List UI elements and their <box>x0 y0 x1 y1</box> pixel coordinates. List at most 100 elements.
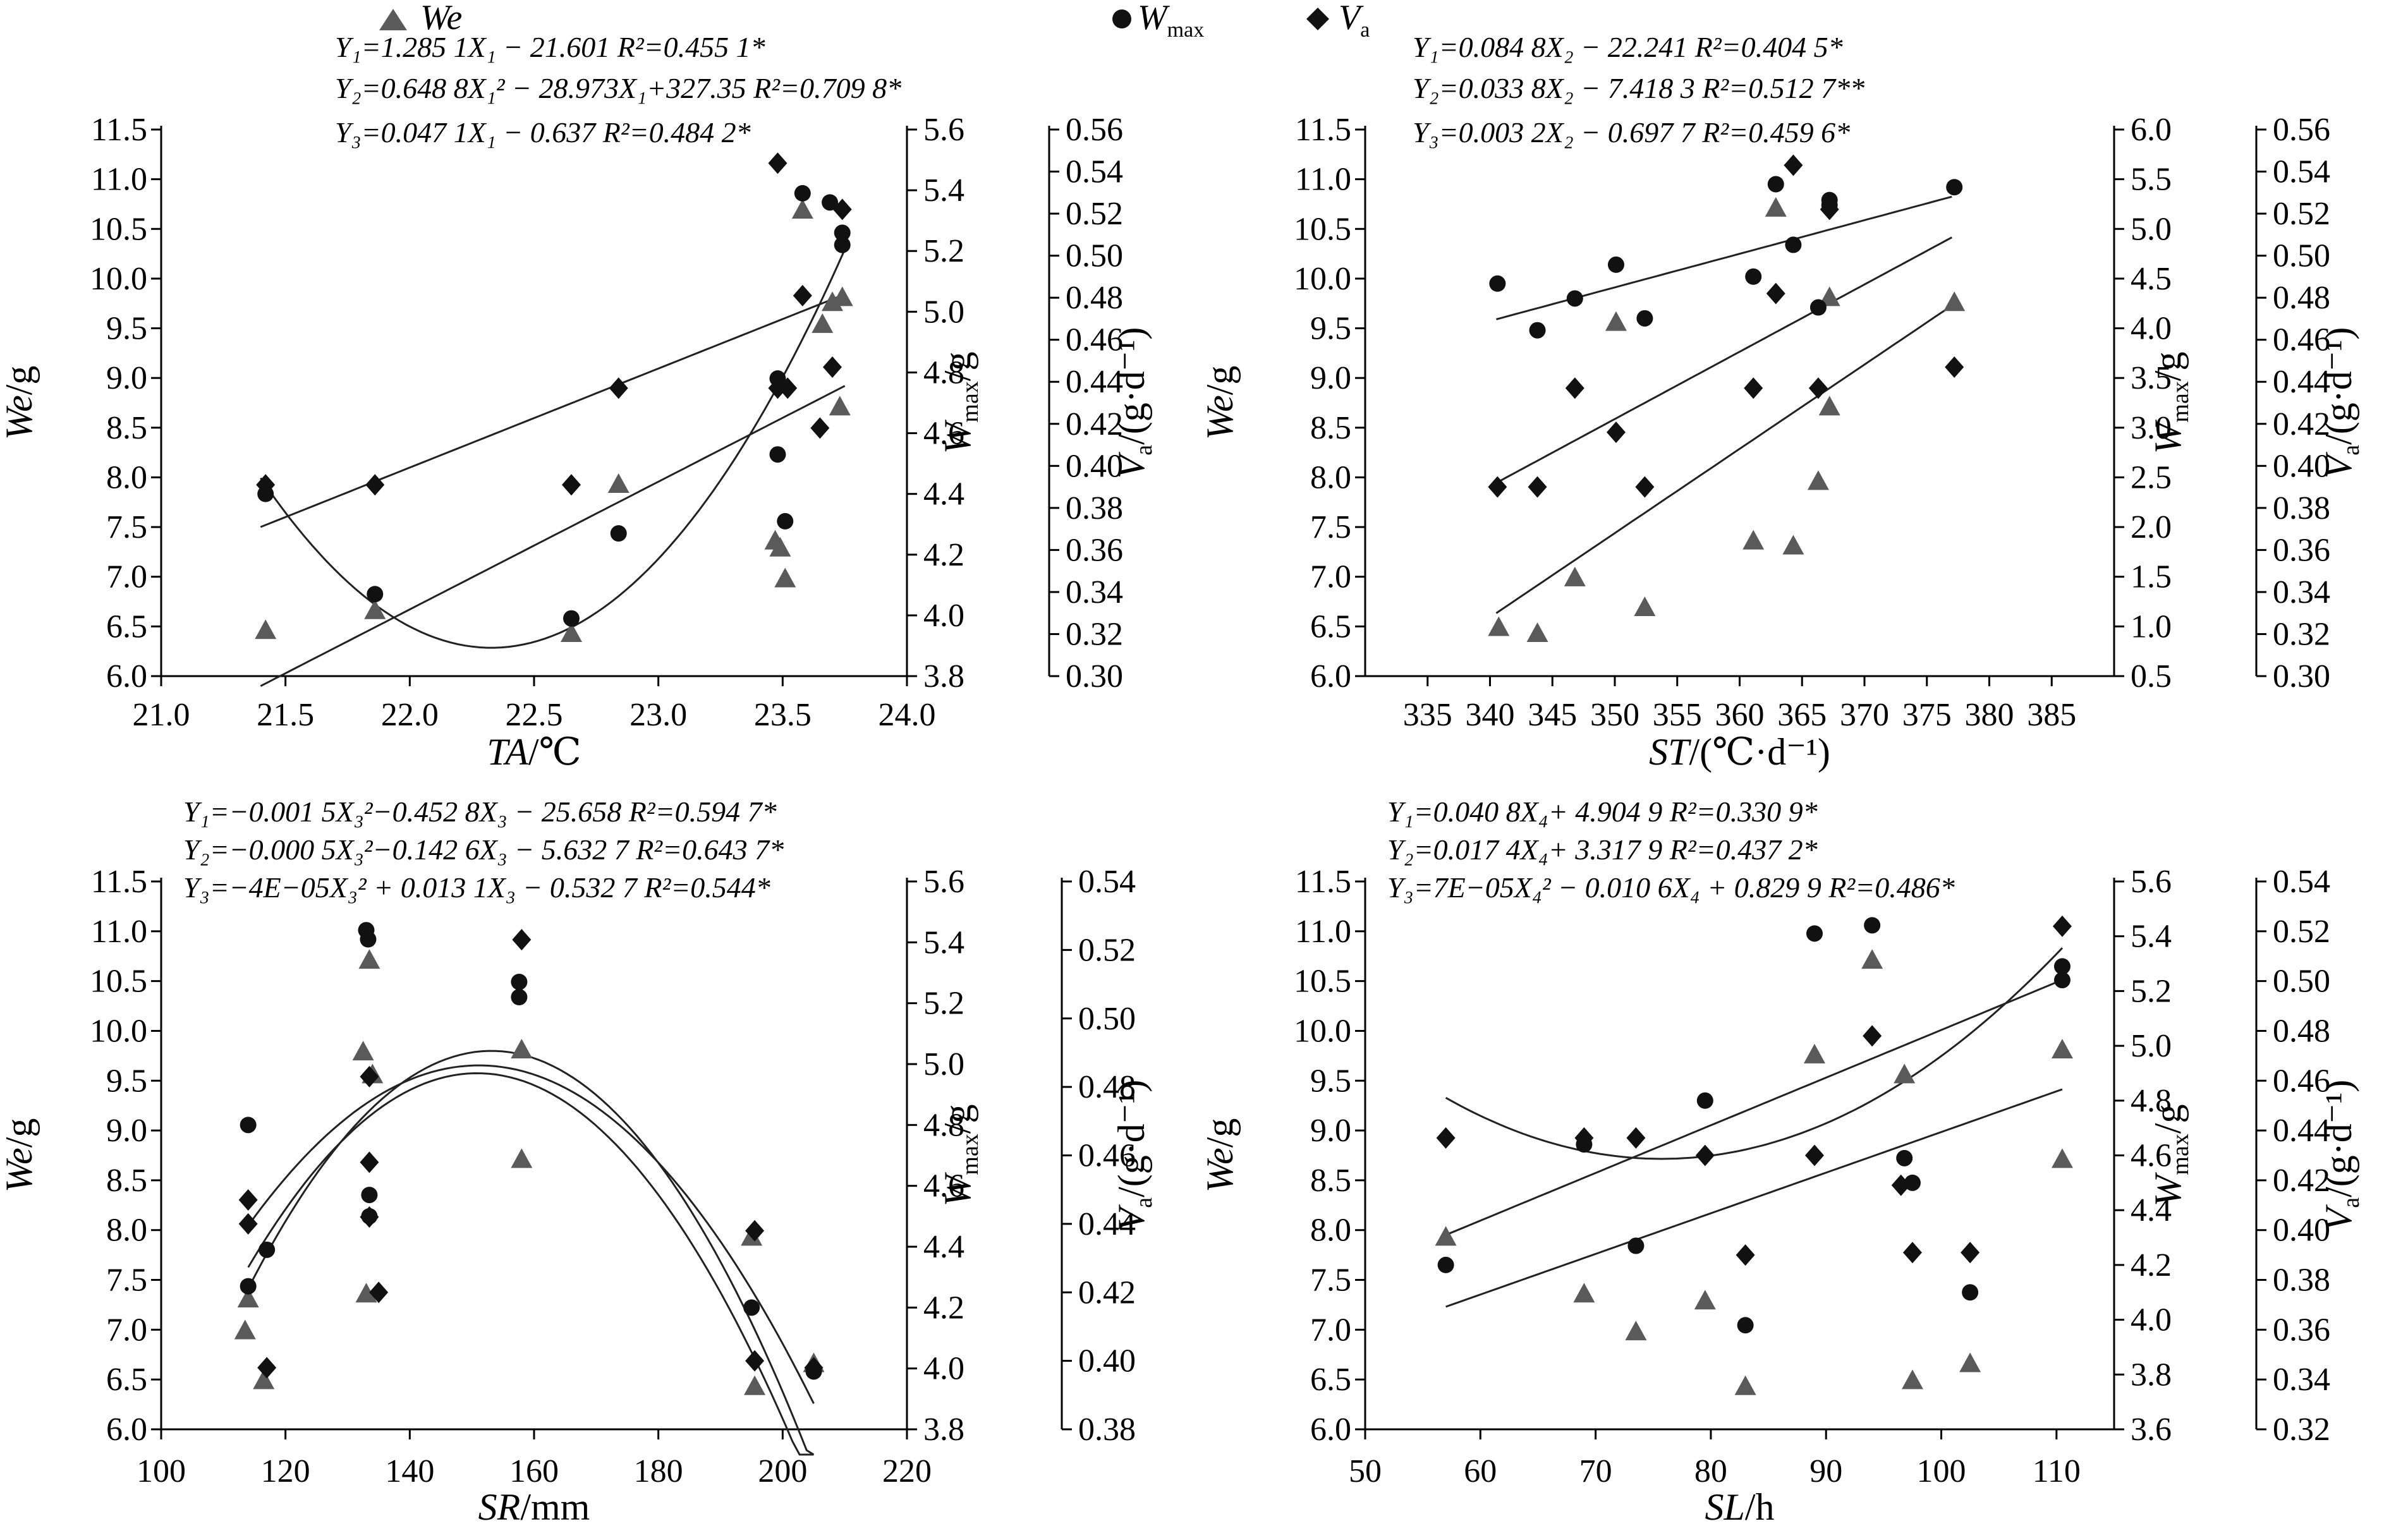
y2-tick-label: 4.8 <box>2131 1083 2172 1119</box>
data-point-triangle <box>1782 535 1804 555</box>
data-point-circle <box>511 973 528 990</box>
legend-circle-marker <box>1112 9 1131 28</box>
y3-tick-label: 0.48 <box>2273 1013 2330 1049</box>
y3-tick-label: 0.30 <box>2273 658 2330 694</box>
y3-tick-label: 0.52 <box>1078 932 1136 968</box>
y2-tick-label: 5.2 <box>2131 973 2172 1009</box>
y3-tick-label: 0.54 <box>1066 154 1123 190</box>
y1-tick-label: 6.0 <box>106 658 147 694</box>
data-point-diamond <box>810 417 830 439</box>
x-axis-unit: /mm <box>520 1486 590 1526</box>
y3-tick-label: 0.44 <box>1078 1206 1136 1242</box>
y3-tick-label: 0.52 <box>1066 196 1123 232</box>
data-point-triangle <box>1804 1043 1825 1063</box>
y2-tick-label: 5.0 <box>2131 211 2172 247</box>
data-point-triangle <box>352 1041 374 1061</box>
y2-tick-label: 1.0 <box>2131 609 2172 645</box>
data-point-triangle <box>791 198 813 219</box>
x-tick-label: 375 <box>1902 697 1952 733</box>
data-point-circle <box>511 989 528 1006</box>
y1-tick-label: 8.5 <box>1310 410 1351 446</box>
y2-tick-label: 5.4 <box>923 924 964 960</box>
x-tick-label: 365 <box>1777 697 1827 733</box>
regression-equation: Y₂=−0.000 5X₃²−0.142 6X₃ − 5.632 7 R²=0.… <box>183 833 784 866</box>
fit-line-y1 <box>1445 1088 2063 1308</box>
y3-axis-title-sub: a <box>1131 1197 1157 1208</box>
x-tick-label: 140 <box>385 1453 434 1489</box>
y2-axis-title-sub: max <box>957 1134 983 1175</box>
data-point-circle <box>1437 1256 1454 1273</box>
regression-equation: Y₁=1.285 1X₁ − 21.601 R²=0.455 1* <box>335 31 765 63</box>
y1-axis-title-unit: /g <box>1199 366 1241 396</box>
x-axis-variable: SR <box>478 1486 521 1526</box>
y3-axis-title-var: V <box>2318 1204 2359 1231</box>
chart-panel-SR: 100 120 140 160 180 200 220 SR/mm 6.0 6.5 7.0 7.5 8.… <box>0 796 1157 1526</box>
data-point-diamond <box>823 356 842 378</box>
x-tick-label: 220 <box>882 1453 932 1489</box>
data-point-diamond <box>1863 1025 1882 1047</box>
y3-tick-label: 0.42 <box>2273 406 2330 442</box>
data-point-triangle <box>1435 1226 1457 1246</box>
x-tick-label: 385 <box>2027 697 2076 733</box>
y3-tick-label: 0.38 <box>1066 490 1123 526</box>
data-point-circle <box>1607 256 1624 273</box>
y1-tick-label: 9.0 <box>106 360 147 396</box>
data-point-diamond <box>360 1151 379 1173</box>
data-point-circle <box>743 1299 760 1316</box>
y2-tick-label: 4.4 <box>2131 1192 2172 1228</box>
data-point-triangle <box>607 473 629 494</box>
y1-tick-label: 6.5 <box>106 1362 147 1398</box>
x-tick-label: 100 <box>1917 1453 1966 1489</box>
x-axis-unit: /℃ <box>528 731 581 773</box>
data-point-diamond <box>768 377 787 399</box>
y1-tick-label: 8.5 <box>106 410 147 446</box>
fit-line-y1 <box>260 385 846 687</box>
data-point-triangle <box>1734 1375 1756 1395</box>
y2-tick-label: 3.6 <box>2131 1412 2172 1448</box>
fit-line-y3 <box>1495 236 1952 484</box>
data-point-triangle <box>769 536 791 557</box>
y1-tick-label: 11.5 <box>91 864 147 900</box>
data-point-diamond <box>745 1220 765 1242</box>
data-point-circle <box>361 1187 378 1204</box>
data-point-triangle <box>831 286 853 306</box>
fit-line-y2 <box>260 249 846 649</box>
x-axis-title: ST/(℃·d⁻¹) <box>1649 731 1830 773</box>
y3-axis-title-unit: /(g·d⁻¹) <box>1110 1080 1152 1197</box>
data-point-diamond <box>1606 421 1626 444</box>
y2-tick-label: 5.5 <box>2131 162 2172 198</box>
regression-equation: Y₂=0.648 8X₁² − 28.973X₁+327.35 R²=0.709… <box>335 72 901 104</box>
x-tick-label: 340 <box>1466 697 1515 733</box>
data-point-circle <box>240 1117 257 1134</box>
y2-tick-label: 4.6 <box>923 416 964 452</box>
y3-tick-label: 0.56 <box>1066 112 1123 148</box>
data-point-diamond <box>745 1350 765 1372</box>
y2-tick-label: 3.8 <box>923 658 964 694</box>
y1-tick-label: 7.0 <box>106 1312 147 1348</box>
y2-tick-label: 4.0 <box>2131 1302 2172 1338</box>
data-point-circle <box>610 525 627 542</box>
data-point-triangle <box>253 1369 275 1390</box>
data-point-diamond <box>256 474 276 496</box>
y2-tick-label: 4.4 <box>923 1229 964 1265</box>
x-axis-title: SR/mm <box>478 1486 590 1526</box>
data-point-triangle <box>1742 530 1765 550</box>
y3-tick-label: 0.42 <box>2273 1163 2330 1199</box>
fit-line-y1 <box>1495 305 1953 614</box>
legend-va-sub: a <box>1360 18 1370 42</box>
data-point-circle <box>822 194 839 211</box>
data-point-diamond <box>238 1213 258 1235</box>
data-point-circle <box>1489 275 1506 292</box>
data-point-diamond <box>804 1357 824 1379</box>
data-point-triangle <box>774 567 796 588</box>
data-point-circle <box>769 446 786 463</box>
y1-axis-title-var: We <box>1199 395 1241 440</box>
data-point-triangle <box>1861 949 1883 969</box>
y2-tick-label: 5.0 <box>923 1046 964 1082</box>
y3-axis-title: Va/(g·d⁻¹) <box>1110 327 1157 479</box>
data-point-triangle <box>364 599 386 619</box>
legend-wmax-name: W <box>1138 0 1170 37</box>
data-point-circle <box>1962 1284 1979 1301</box>
data-point-circle <box>1566 290 1583 307</box>
y1-tick-label: 11.5 <box>91 112 147 148</box>
